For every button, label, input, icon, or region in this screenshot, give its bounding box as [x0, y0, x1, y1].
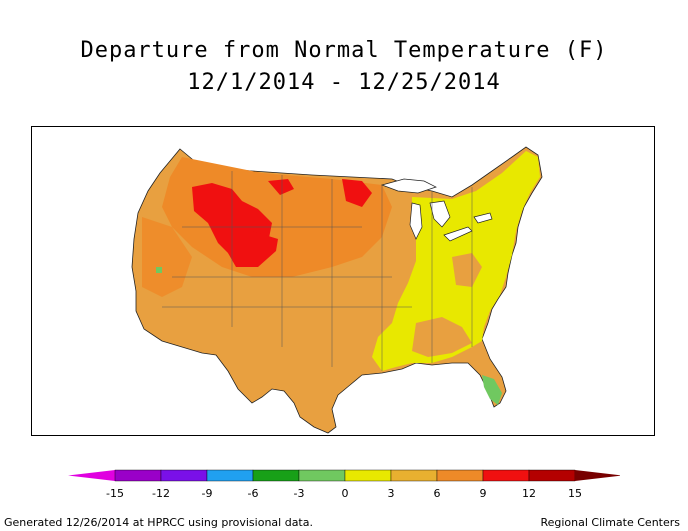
lake-ontario: [473, 212, 493, 224]
legend-swatch: [206, 469, 254, 482]
legend-arrow-low: [68, 470, 115, 481]
legend-tick-label: -12: [152, 487, 170, 500]
region-warm-appalachia: [452, 253, 482, 287]
legend-swatch: [482, 469, 530, 482]
legend-tick-label: 9: [479, 487, 487, 500]
map-title: Departure from Normal Temperature (F): [80, 38, 608, 63]
legend-color-bar: [68, 469, 622, 482]
legend-swatch: [252, 469, 300, 482]
generated-note: Generated 12/26/2014 at HPRCC using prov…: [4, 516, 313, 529]
color-legend: [60, 466, 622, 506]
legend-tick-label: 3: [387, 487, 395, 500]
lake-huron: [429, 200, 451, 228]
legend-swatch: [528, 469, 576, 482]
legend-tick-label: -6: [247, 487, 259, 500]
legend-swatch: [114, 469, 162, 482]
legend-tick-label: -9: [201, 487, 213, 500]
region-cool-florida: [482, 375, 502, 405]
source-credit: Regional Climate Centers: [540, 516, 680, 529]
region-cool-nevada-spot: [156, 267, 162, 273]
region-hot-montana-east: [268, 179, 294, 195]
state-borders: [162, 171, 473, 371]
lake-michigan: [409, 202, 423, 240]
legend-tick-label: 0: [341, 487, 349, 500]
legend-tick-label: 6: [433, 487, 441, 500]
us-temperature-departure-map: [131, 146, 543, 434]
region-hot-minnesota: [342, 179, 372, 207]
legend-tick-label: -15: [106, 487, 124, 500]
legend-swatch: [160, 469, 208, 482]
legend-swatch: [436, 469, 484, 482]
map-panel: [31, 126, 655, 436]
legend-swatch: [390, 469, 438, 482]
lake-superior: [380, 178, 437, 194]
map-date-range: 12/1/2014 - 12/25/2014: [187, 70, 501, 95]
legend-tick-label: -3: [293, 487, 305, 500]
legend-tick-label: 15: [568, 487, 582, 500]
legend-tick-label: 12: [522, 487, 536, 500]
legend-swatch: [298, 469, 346, 482]
region-warm-southeast: [412, 317, 472, 357]
region-hot-wyoming: [228, 227, 278, 267]
legend-swatch: [344, 469, 392, 482]
legend-arrow-high: [575, 470, 622, 481]
